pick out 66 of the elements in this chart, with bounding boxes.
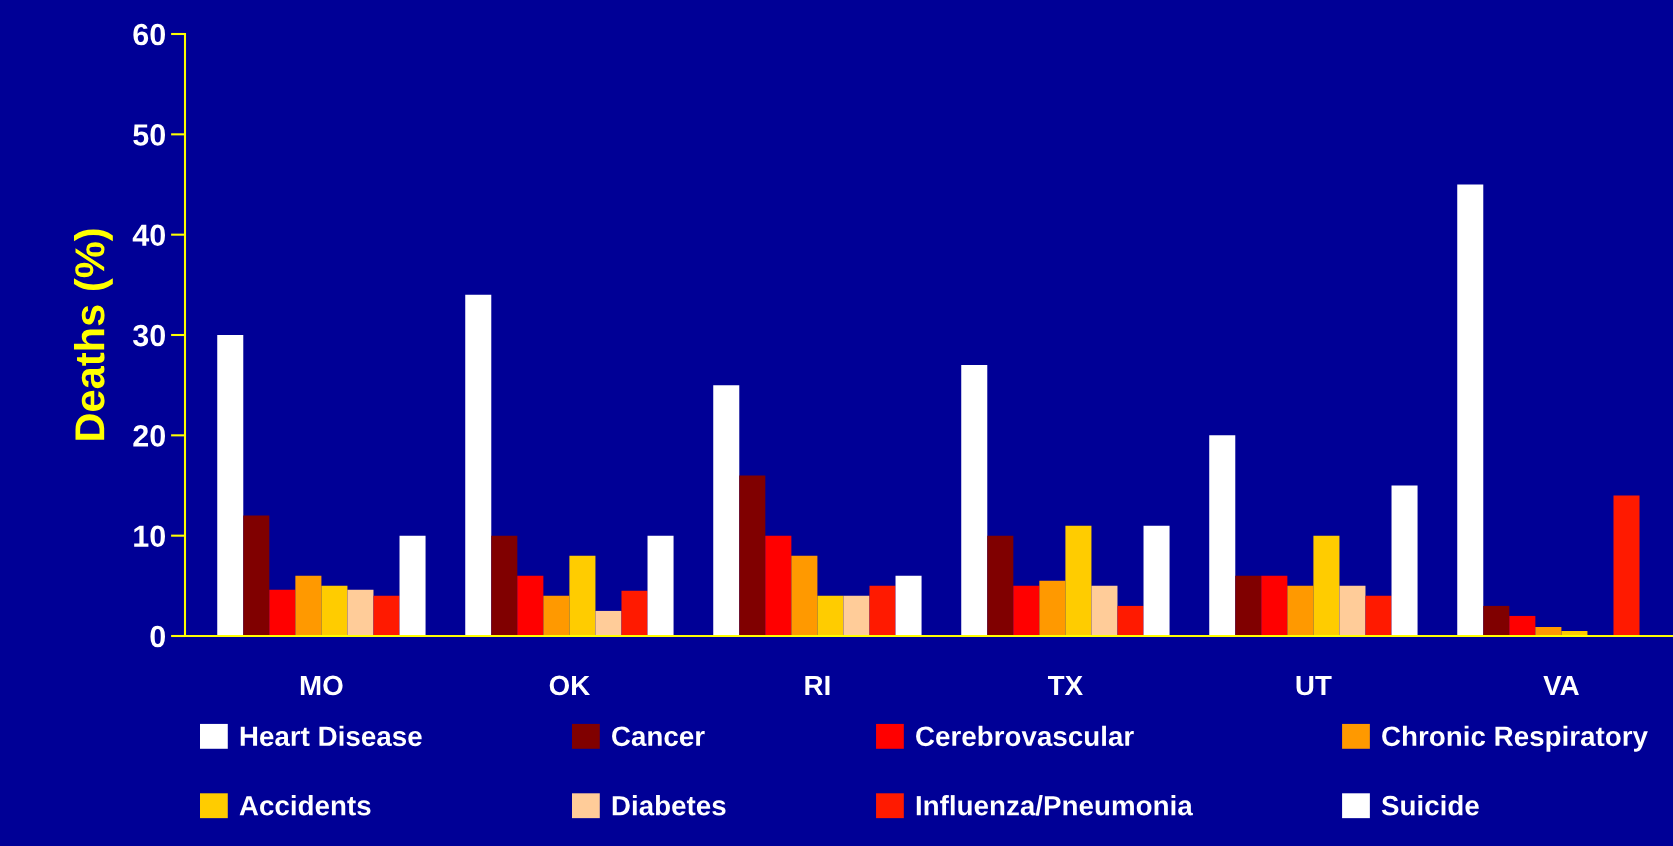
y-tick-label: 20 [133, 425, 165, 447]
y-tick-label: 60 [133, 23, 165, 46]
bar [765, 535, 792, 636]
bar [1483, 605, 1510, 636]
bar [1091, 585, 1118, 636]
bar [1313, 535, 1340, 636]
legend-label: Heart Disease [240, 725, 422, 747]
bar [1339, 585, 1366, 636]
bar [713, 385, 740, 636]
y-tick-label: 40 [132, 224, 165, 247]
y-tick-label: 50 [133, 124, 165, 146]
bar [1143, 525, 1170, 636]
bar [517, 575, 544, 636]
bar [1065, 525, 1092, 636]
legend-label: Diabetes [612, 795, 726, 816]
bar [1209, 435, 1236, 636]
y-tick-label: 0 [150, 625, 165, 648]
bar [869, 585, 896, 636]
legend-label: Cerebrovascular [916, 725, 1134, 747]
bar [1391, 485, 1418, 636]
bar [1039, 580, 1066, 636]
bar [347, 589, 374, 636]
bar [569, 555, 596, 636]
bar [1365, 595, 1392, 636]
bar [1509, 615, 1536, 636]
bar [895, 575, 922, 636]
bar [465, 294, 492, 636]
bar [295, 575, 322, 636]
bar [321, 585, 348, 636]
x-tick-label: TX [1047, 675, 1083, 696]
bar [1013, 585, 1040, 636]
bar [817, 595, 844, 636]
bar [543, 595, 570, 636]
bar [1261, 575, 1288, 636]
y-tick-label: 10 [134, 525, 165, 548]
bar [1613, 495, 1640, 636]
bar [843, 595, 870, 636]
bar [791, 555, 818, 636]
bar [1457, 184, 1484, 636]
legend-label: Chronic Respiratory [1382, 725, 1648, 752]
y-axis-title: Deaths (%) [73, 229, 113, 440]
bar [1287, 585, 1314, 636]
bar [269, 589, 296, 636]
x-tick-label: MO [300, 675, 343, 696]
bar [621, 590, 648, 636]
bar [961, 365, 988, 636]
legend-label: Influenza/Pneumonia [916, 795, 1193, 816]
bar [739, 475, 766, 636]
bar [243, 515, 270, 636]
x-tick-label: RI [805, 675, 830, 696]
bar [217, 335, 244, 636]
bar [595, 610, 622, 636]
y-tick-label: 30 [132, 324, 165, 347]
x-tick-label: UT [1296, 675, 1332, 696]
bar [1117, 605, 1144, 636]
bar [491, 535, 518, 636]
legend-label: Cancer [612, 726, 705, 747]
legend-label: Accidents [239, 795, 371, 816]
bar [987, 535, 1014, 636]
bar [373, 595, 400, 636]
x-tick-label: OK [549, 675, 590, 696]
bar [1235, 575, 1262, 636]
bar [399, 535, 426, 636]
bar [647, 535, 674, 636]
legend-label: Suicide [1381, 795, 1479, 816]
x-tick-label: VA [1543, 675, 1579, 696]
